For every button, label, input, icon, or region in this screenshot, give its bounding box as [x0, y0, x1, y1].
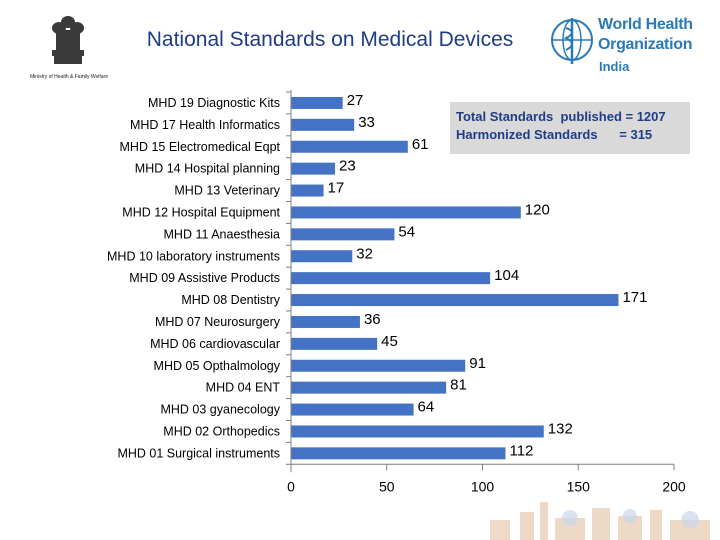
bar-12	[291, 337, 378, 350]
ministry-text: Ministry of Health & Family Welfare	[30, 74, 108, 80]
bar-10	[291, 294, 619, 307]
bar-6	[291, 206, 521, 219]
category-label: MHD 11 Anaesthesia	[164, 227, 281, 241]
category-label: MHD 15 Electromedical Eqpt	[120, 140, 281, 154]
data-label: 64	[418, 399, 435, 416]
who-emblem-icon	[551, 18, 593, 64]
category-label: MHD 09 Assistive Products	[129, 271, 280, 285]
bar-3	[291, 140, 408, 153]
axes-group: MHD 19 Diagnostic Kits MHD 17 Health Info…	[107, 90, 686, 494]
category-label: MHD 17 Health Informatics	[130, 118, 280, 132]
category-label: MHD 08 Dentistry	[181, 293, 280, 307]
data-label: 36	[364, 311, 381, 328]
category-label: MHD 04 ENT	[206, 381, 281, 395]
data-label: 17	[328, 180, 345, 197]
bar-13	[291, 359, 466, 372]
x-tick-label: 50	[379, 478, 395, 494]
bar-1	[291, 96, 343, 109]
data-label: 45	[381, 333, 398, 350]
national-emblem-icon	[52, 16, 84, 64]
x-tick-label: 0	[287, 478, 295, 494]
category-label: MHD 12 Hospital Equipment	[122, 205, 280, 219]
data-label: 54	[398, 223, 415, 240]
data-label: 23	[339, 158, 356, 175]
bar-17	[291, 447, 506, 460]
x-tick-label: 100	[471, 478, 495, 494]
who-country: India	[599, 59, 630, 74]
who-name-line2: Organization	[598, 36, 693, 53]
x-tick-label: 150	[567, 478, 591, 494]
bar-2	[291, 118, 355, 131]
page-title: National Standards on Medical Devices	[146, 28, 514, 51]
data-label: 120	[525, 201, 550, 218]
total-standards-text: Total Standards published = 1207	[456, 109, 666, 124]
category-label: MHD 13 Veterinary	[174, 184, 280, 198]
category-label: MHD 14 Hospital planning	[135, 162, 280, 176]
category-label: MHD 19 Diagnostic Kits	[148, 96, 280, 110]
harmonized-standards-text: Harmonized Standards = 315	[456, 127, 653, 142]
category-label: MHD 05 Opthalmology	[154, 359, 281, 373]
data-label: 112	[509, 442, 533, 459]
category-label: MHD 01 Surgical instruments	[117, 446, 280, 460]
who-logo: World Health Organization India	[548, 14, 698, 84]
bar-7	[291, 228, 395, 241]
data-label: 171	[622, 289, 647, 306]
bar-4	[291, 162, 336, 175]
data-label: 27	[347, 92, 364, 109]
data-label: 33	[358, 114, 375, 131]
x-tick-label: 200	[662, 478, 686, 494]
who-name-line1: World Health	[598, 16, 693, 33]
data-label: 132	[548, 420, 573, 437]
bar-15	[291, 403, 414, 416]
category-label: MHD 10 laboratory instruments	[107, 249, 280, 263]
bar-11	[291, 315, 360, 328]
category-label: MHD 07 Neurosurgery	[155, 315, 281, 329]
category-label: MHD 06 cardiovascular	[150, 337, 280, 351]
bar-8	[291, 250, 353, 263]
summary-box: Total Standards published = 1207 Harmoni…	[450, 102, 690, 154]
bar-14	[291, 381, 447, 394]
bar-16	[291, 425, 544, 438]
category-label: MHD 03 gyanecology	[160, 403, 280, 417]
data-label: 91	[469, 355, 486, 372]
skyline-decoration-icon	[490, 502, 710, 540]
bar-9	[291, 272, 491, 285]
data-label: 81	[450, 377, 467, 394]
data-label: 32	[356, 245, 373, 262]
data-label: 61	[412, 136, 429, 153]
category-label: MHD 02 Orthopedics	[163, 424, 280, 438]
data-label: 104	[494, 267, 519, 284]
bar-5	[291, 184, 324, 197]
